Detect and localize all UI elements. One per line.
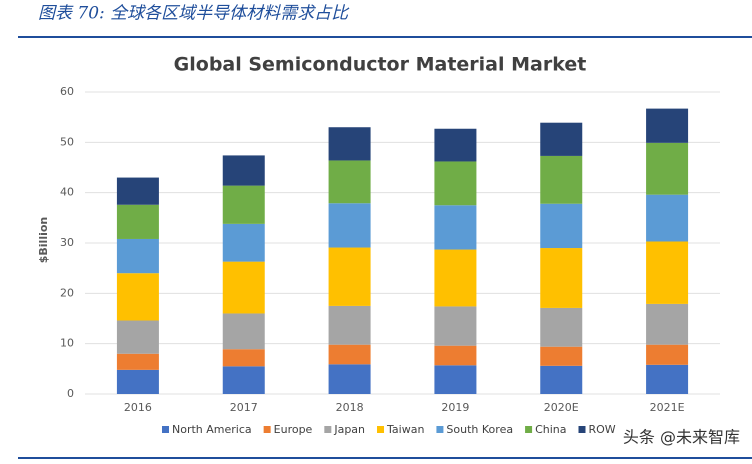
legend-label: North America [172, 423, 252, 436]
chart-title: Global Semiconductor Material Market [174, 54, 587, 76]
bar-segment [434, 205, 477, 250]
y-tick-label: 10 [60, 337, 74, 350]
bar-segment [116, 353, 159, 370]
bar-segment [222, 261, 265, 314]
y-tick-label: 50 [60, 135, 74, 148]
bar-segment [434, 128, 477, 162]
legend-swatch [377, 426, 385, 433]
legend-swatch [263, 426, 271, 433]
bar-segment [222, 366, 265, 394]
y-tick-label: 0 [67, 387, 74, 400]
legend-label: Japan [333, 423, 365, 436]
bar-segment [646, 142, 689, 195]
bar-segment [116, 320, 159, 354]
bar-segment [434, 161, 477, 206]
legend-swatch [162, 426, 169, 433]
bar-segment [646, 241, 689, 304]
bar-segment [222, 313, 265, 350]
bar-segment [434, 365, 477, 394]
bar-segment [540, 307, 583, 347]
bar-segment [116, 204, 159, 239]
bar-segment [116, 369, 159, 394]
x-tick-label: 2018 [336, 401, 364, 414]
legend-swatch [324, 426, 332, 433]
bar-segment [646, 303, 689, 345]
bar-segment [222, 349, 265, 367]
bar-segment [540, 122, 583, 156]
bar-segment [222, 155, 265, 186]
legend-swatch [436, 426, 444, 433]
bar-segment [646, 344, 689, 365]
x-tick-label: 2017 [230, 401, 258, 414]
y-tick-label: 20 [60, 286, 74, 299]
caption: 图表 70: 全球各区域半导体材料需求占比 [38, 4, 350, 24]
bar-segment [540, 346, 583, 366]
legend-swatch [525, 426, 533, 433]
y-tick-label: 30 [60, 236, 74, 249]
watermark: 头条 @未来智库 [623, 428, 740, 447]
bar-segment [646, 364, 689, 394]
bar-segment [646, 108, 689, 143]
bar-segment [328, 364, 371, 394]
bar-segment [116, 273, 159, 321]
bar-segment [434, 249, 477, 307]
x-tick-label: 2021E [650, 401, 685, 414]
legend-swatch [578, 426, 586, 433]
y-axis-label: $Billion [37, 217, 50, 264]
bar-segment [328, 160, 371, 204]
bar-segment [540, 155, 583, 204]
y-tick-label: 60 [60, 85, 74, 98]
bar-segment [434, 345, 477, 366]
bar-segment [646, 194, 689, 242]
bar-segment [540, 203, 583, 249]
legend-label: China [535, 423, 566, 436]
bar-segment [328, 127, 371, 161]
bar-segment [328, 247, 371, 306]
legend-label: Taiwan [386, 423, 424, 436]
bar-segment [328, 305, 371, 345]
bar-segment [328, 344, 371, 365]
bar-segment [328, 203, 371, 248]
x-tick-label: 2016 [124, 401, 152, 414]
bar-segment [540, 248, 583, 308]
x-tick-label: 2020E [544, 401, 579, 414]
bar-segment [222, 185, 265, 224]
bar-segment [116, 238, 159, 274]
bar-segment [222, 223, 265, 262]
bar-segment [540, 365, 583, 394]
legend-label: ROW [589, 423, 616, 436]
y-tick-label: 40 [60, 186, 74, 199]
legend-label: Europe [274, 423, 313, 436]
x-tick-label: 2019 [441, 401, 469, 414]
bar-segment [434, 306, 477, 346]
legend-label: South Korea [446, 423, 513, 436]
bar-segment [116, 177, 159, 205]
